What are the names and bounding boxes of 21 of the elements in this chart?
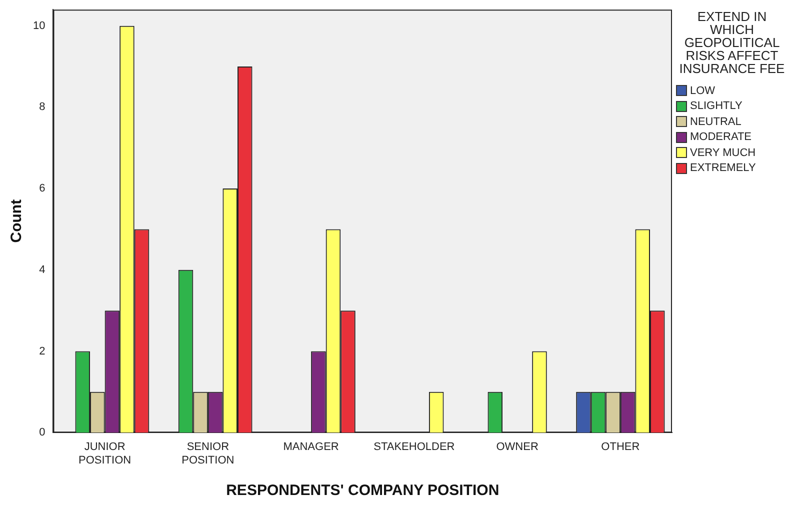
x-tick-label: SENIOR POSITION [182,441,234,466]
x-tick-label: JUNIOR POSITION [78,441,132,466]
legend-label: LOW [690,84,716,97]
x-tick-label: STAKEHOLDER [374,441,455,454]
x-tick-label: MANAGER [283,441,339,454]
x-axis-title: RESPONDENTS' COMPANY POSITION [226,482,500,500]
y-tick-label: 6 [39,182,46,195]
legend-label: EXTREMELY [690,162,756,174]
x-tick-label: OTHER [601,441,640,454]
x-tick-label: OWNER [496,441,538,454]
legend-label: VERY MUCH [690,146,756,159]
y-tick-label: 4 [39,264,46,276]
legend-label: NEUTRAL [690,116,742,128]
legend-label: SLIGHTLY [690,100,742,112]
y-tick-label: 2 [39,345,46,358]
y-tick-label: 8 [39,101,46,114]
legend-label: MODERATE [690,131,752,144]
y-tick-label: 10 [32,20,46,32]
y-axis-title: Count [8,199,26,243]
y-tick-label: 0 [39,426,46,439]
legend-title: EXTEND IN WHICH GEOPOLITICAL RISKS AFFECT INSURANCE FEE [678,9,786,76]
